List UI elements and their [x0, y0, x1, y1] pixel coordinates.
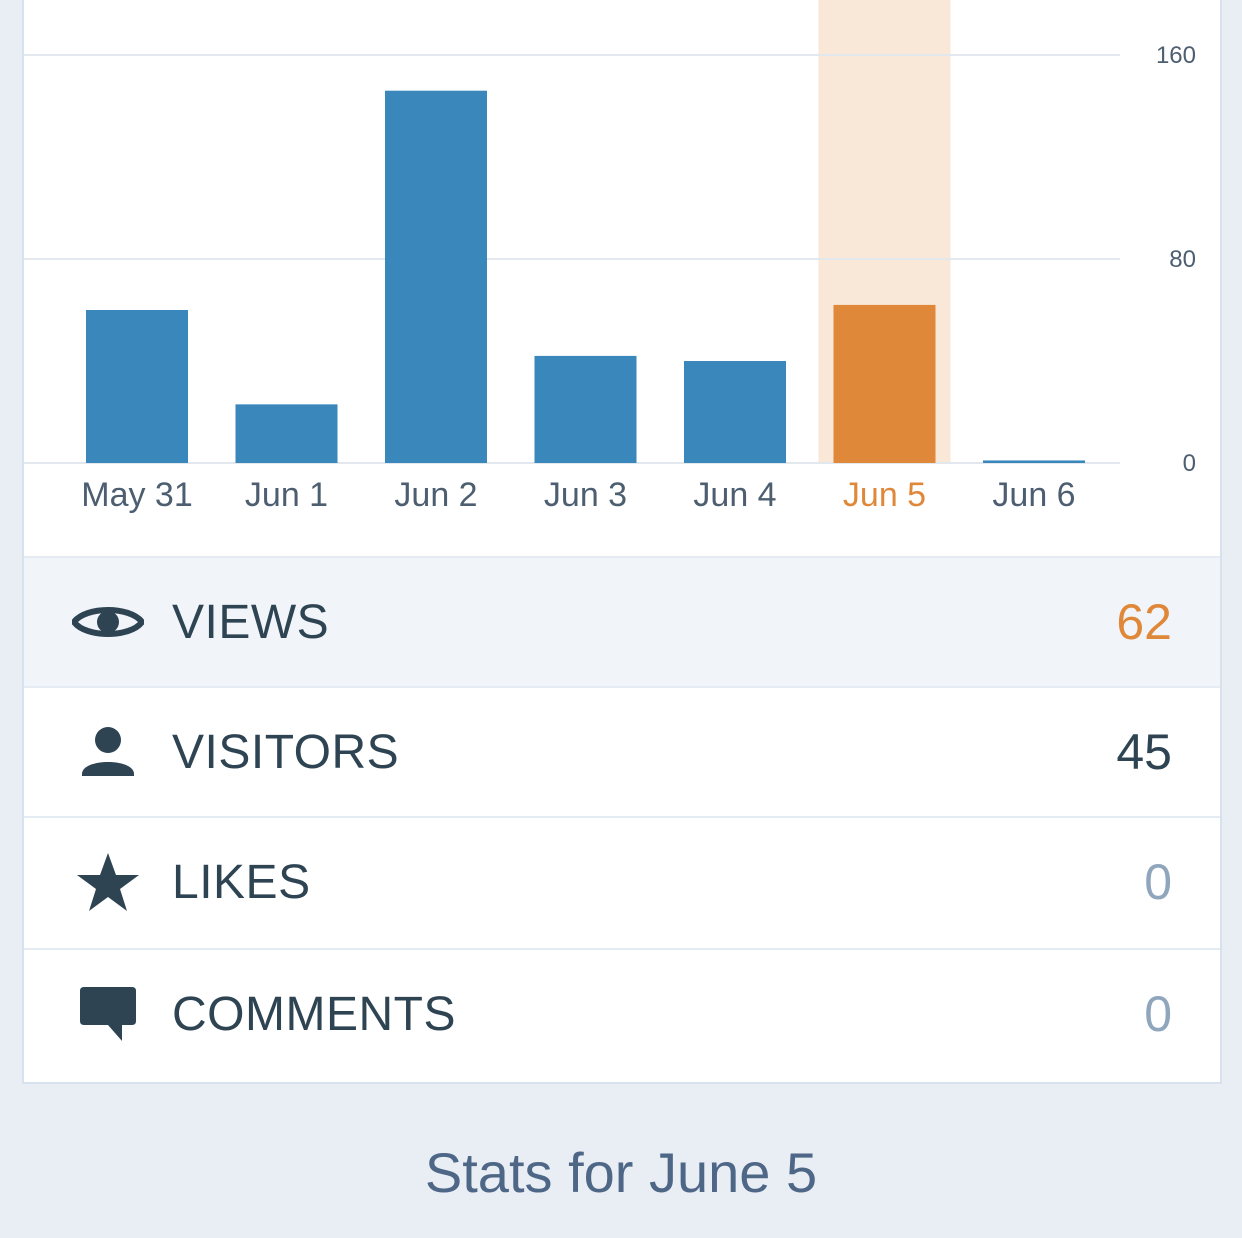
- stat-value-comments: 0: [1144, 986, 1172, 1042]
- stat-row-visitors[interactable]: VISITORS 45: [24, 686, 1220, 816]
- bar-jun-6[interactable]: [983, 460, 1085, 463]
- y-tick-label: 160: [1156, 42, 1196, 69]
- star-icon: [72, 818, 144, 946]
- stat-value-likes: 0: [1144, 854, 1172, 910]
- x-tick-label: Jun 6: [992, 476, 1075, 514]
- stat-label-likes: LIKES: [172, 855, 311, 909]
- stat-row-views[interactable]: VIEWS 62: [24, 556, 1220, 686]
- stat-row-likes[interactable]: LIKES 0: [24, 816, 1220, 946]
- y-tick-label: 0: [1183, 450, 1196, 477]
- stats-card: 0 80 160 May 31 Jun 1 Jun 2 Jun 3 Jun 4 Jun 5 Jun…: [22, 0, 1222, 1084]
- stats-period-title: Stats for June 5: [424, 1141, 818, 1204]
- x-tick-label: Jun 1: [245, 476, 328, 514]
- eye-icon: [72, 558, 144, 686]
- stat-label-visitors: VISITORS: [172, 725, 400, 779]
- x-tick-label: Jun 4: [693, 476, 776, 514]
- bar-jun-5[interactable]: [833, 304, 936, 463]
- comment-icon: [72, 950, 144, 1078]
- bar-jun-4[interactable]: [684, 361, 786, 463]
- stat-value-views: 62: [1116, 594, 1172, 650]
- stat-label-comments: COMMENTS: [172, 987, 456, 1041]
- bar-may-31[interactable]: [86, 310, 188, 463]
- stat-label-views: VIEWS: [172, 595, 330, 649]
- x-tick-label: Jun 5: [843, 476, 926, 514]
- stat-value-visitors: 45: [1116, 724, 1172, 780]
- x-tick-label: Jun 2: [394, 476, 477, 514]
- person-icon: [72, 688, 144, 816]
- views-bar-chart: 0 80 160 May 31 Jun 1 Jun 2 Jun 3 Jun 4 Jun 5 Jun…: [24, 0, 1220, 556]
- stat-row-comments[interactable]: COMMENTS 0: [24, 948, 1220, 1078]
- bar-jun-2[interactable]: [385, 90, 487, 463]
- x-tick-label: Jun 3: [544, 476, 627, 514]
- bar-jun-3[interactable]: [534, 355, 637, 463]
- bar-jun-1[interactable]: [235, 404, 338, 463]
- y-tick-label: 80: [1169, 246, 1196, 273]
- chart-svg: 0 80 160 May 31 Jun 1 Jun 2 Jun 3 Jun 4 Jun 5 Jun…: [24, 0, 1196, 514]
- x-tick-label: May 31: [81, 476, 193, 514]
